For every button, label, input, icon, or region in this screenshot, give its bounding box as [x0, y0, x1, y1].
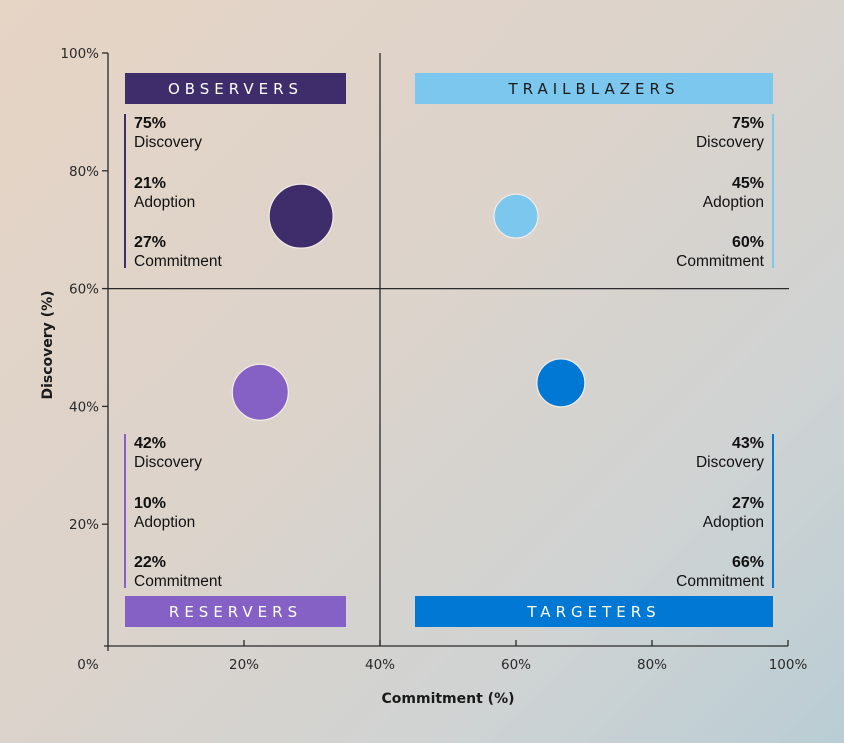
stat-discovery: 43% Discovery	[564, 434, 764, 494]
y-tick-label: 20%	[69, 517, 99, 533]
stat-value: 45%	[731, 174, 764, 192]
ticks: 0% 20% 40% 60% 80% 100% 20% 40% 60% 80% 100%	[60, 46, 807, 673]
y-tick-label: 60%	[69, 282, 99, 298]
bubble-trailblazers	[493, 193, 539, 239]
stat-value: 22%	[134, 554, 167, 571]
stat-label: Commitment	[134, 573, 222, 590]
stat-label: Adoption	[134, 193, 196, 211]
stat-label: Discovery	[695, 134, 764, 151]
stat-label: Discovery	[134, 134, 203, 151]
y-tick-label: 80%	[69, 164, 99, 180]
stats-trailblazers: 75% Discovery 45% Adoption 60% Commitment	[564, 114, 774, 270]
stat-commitment: 66% Commitment	[564, 553, 764, 593]
banner-observers-label: OBSERVERS	[167, 79, 304, 98]
stats-targeters: 43% Discovery 27% Adoption 66% Commitment	[564, 434, 774, 590]
banner-targeters: TARGETERS	[415, 596, 773, 627]
banner-observers: OBSERVERS	[125, 73, 346, 104]
stat-discovery: 42% Discovery	[134, 434, 334, 494]
stat-commitment: 22% Commitment	[134, 553, 334, 593]
stat-commitment: 60% Commitment	[564, 233, 764, 273]
stat-value: 42%	[134, 435, 167, 452]
x-tick-label: 40%	[365, 657, 395, 673]
x-axis-title: Commitment (%)	[382, 691, 515, 707]
stat-label: Commitment	[676, 573, 764, 590]
stat-discovery: 75% Discovery	[134, 114, 334, 174]
stat-label: Discovery	[695, 454, 764, 471]
bubble-targeters	[536, 358, 586, 408]
y-axis-title: Discovery (%)	[40, 290, 56, 399]
x-tick-label: 60%	[501, 657, 531, 673]
banner-reservers-label: RESERVERS	[168, 602, 303, 621]
stat-adoption: 21% Adoption	[134, 174, 334, 234]
stat-value: 60%	[731, 234, 764, 251]
stat-adoption: 10% Adoption	[134, 494, 334, 554]
stat-value: 66%	[731, 554, 764, 571]
stat-label: Commitment	[676, 253, 764, 270]
stat-adoption: 27% Adoption	[564, 494, 764, 554]
stat-label: Discovery	[134, 454, 203, 471]
x-tick-label: 80%	[637, 657, 667, 673]
bubble-reservers	[231, 363, 289, 421]
axes	[104, 53, 788, 651]
stat-value: 75%	[731, 115, 764, 132]
bubble-observers	[268, 183, 334, 249]
stat-value: 27%	[134, 234, 167, 251]
y-tick-label: 100%	[60, 46, 99, 62]
stat-discovery: 75% Discovery	[564, 114, 764, 174]
banner-targeters-label: TARGETERS	[527, 602, 661, 621]
banner-trailblazers: TRAILBLAZERS	[415, 73, 773, 104]
stats-reservers: 42% Discovery 10% Adoption 22% Commitment	[124, 434, 334, 590]
stats-observers: 75% Discovery 21% Adoption 27% Commitment	[124, 114, 334, 270]
quadrant-dividers	[108, 53, 789, 646]
stat-value: 27%	[731, 494, 764, 512]
x-tick-label: 20%	[229, 657, 259, 673]
x-tick-label: 100%	[769, 657, 808, 673]
stat-value: 21%	[134, 174, 167, 192]
stat-value: 43%	[731, 435, 764, 452]
stat-label: Adoption	[134, 513, 196, 531]
banner-trailblazers-label: TRAILBLAZERS	[508, 79, 680, 98]
banner-reservers: RESERVERS	[125, 596, 346, 627]
stat-label: Commitment	[134, 253, 222, 270]
y-tick-label: 40%	[69, 399, 99, 415]
stat-adoption: 45% Adoption	[564, 174, 764, 234]
stat-label: Adoption	[702, 193, 764, 211]
x-tick-label: 0%	[77, 657, 99, 673]
stat-value: 10%	[134, 494, 167, 512]
stat-value: 75%	[134, 115, 167, 132]
stat-commitment: 27% Commitment	[134, 233, 334, 273]
bubbles	[231, 183, 586, 421]
stat-label: Adoption	[702, 513, 764, 531]
